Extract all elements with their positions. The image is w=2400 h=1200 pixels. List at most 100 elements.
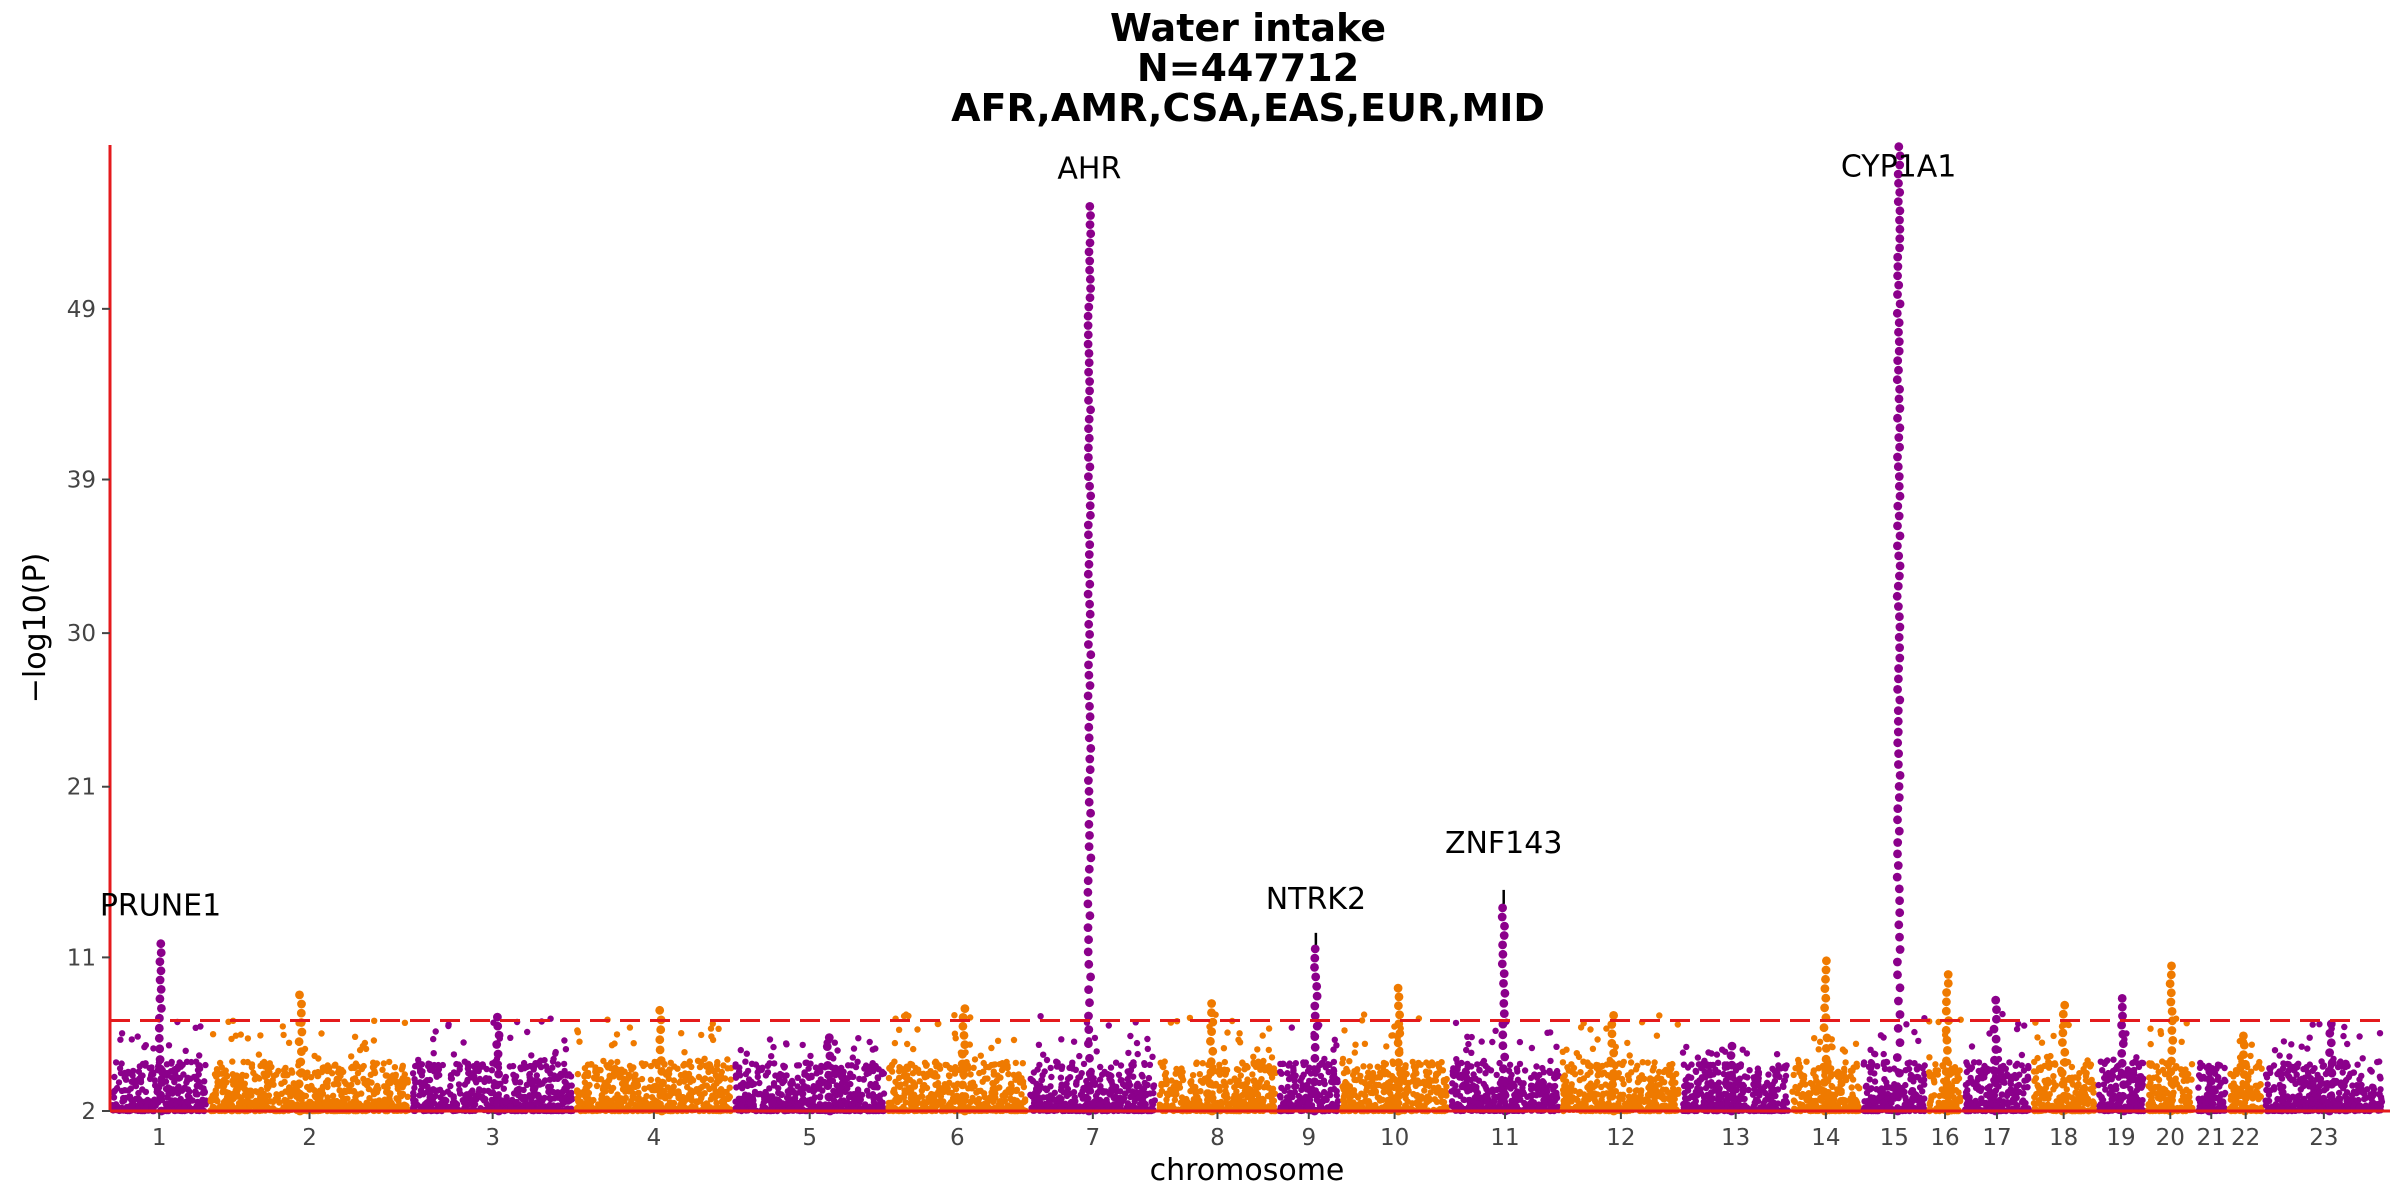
snp-point xyxy=(932,1103,939,1110)
snp-point xyxy=(1425,1076,1433,1083)
snp-point xyxy=(1059,1082,1067,1090)
peak-snp-point xyxy=(155,1044,165,1054)
snp-point xyxy=(223,1079,230,1086)
snp-point xyxy=(1253,1089,1260,1096)
snp-point xyxy=(239,1098,246,1105)
snp-point xyxy=(854,1058,861,1066)
peak-snp-point xyxy=(655,1035,665,1045)
snp-point xyxy=(125,1093,133,1101)
snp-point xyxy=(710,1084,718,1092)
snp-point xyxy=(1096,1087,1103,1094)
snp-point xyxy=(117,1069,125,1077)
snp-point xyxy=(1423,1059,1430,1066)
snp-point xyxy=(1058,1036,1065,1043)
chromosome-6-points xyxy=(885,1004,1029,1116)
snp-point xyxy=(1350,1087,1358,1094)
snp-point xyxy=(584,1061,592,1068)
snp-point xyxy=(475,1089,482,1096)
snp-point xyxy=(289,1086,297,1093)
snp-point xyxy=(561,1078,568,1085)
snp-point xyxy=(201,1089,208,1096)
snp-point xyxy=(735,1068,743,1075)
snp-point xyxy=(1222,1071,1229,1078)
snp-point xyxy=(500,1085,507,1092)
snp-point xyxy=(1435,1084,1442,1091)
snp-point xyxy=(1034,1088,1042,1095)
snp-point xyxy=(561,1037,568,1044)
peak-snp-point xyxy=(1083,330,1093,340)
snp-point xyxy=(1199,1060,1206,1067)
snp-point xyxy=(698,1031,705,1039)
chromosome-1-points xyxy=(109,939,210,1116)
snp-point xyxy=(493,1099,500,1106)
snp-point xyxy=(651,1058,658,1066)
snp-point xyxy=(485,1077,493,1084)
snp-point xyxy=(816,1082,823,1090)
snp-point xyxy=(1135,1094,1142,1102)
snp-point xyxy=(816,1093,824,1100)
snp-point xyxy=(1506,1061,1514,1069)
peak-snp-point xyxy=(1085,293,1095,303)
snp-point xyxy=(724,1056,731,1063)
peak-snp-point xyxy=(1084,395,1093,405)
snp-point xyxy=(344,1095,351,1102)
snp-point xyxy=(209,1031,217,1038)
snp-point xyxy=(128,1036,135,1043)
snp-point xyxy=(1103,1099,1111,1107)
peak-snp-point xyxy=(1086,744,1096,753)
snp-point xyxy=(1001,1090,1009,1097)
peak-snp-point xyxy=(1086,510,1095,520)
x-tick-label-9: 9 xyxy=(1301,1125,1316,1151)
snp-point xyxy=(282,1064,289,1072)
snp-point xyxy=(933,1060,940,1067)
chromosome-7-points xyxy=(1027,202,1159,1116)
peak-snp-point xyxy=(1396,1068,1406,1078)
snp-point xyxy=(1322,1064,1330,1071)
snp-point xyxy=(1082,1095,1090,1103)
snp-point xyxy=(1379,1064,1387,1071)
snp-point xyxy=(1402,1090,1410,1097)
snp-point xyxy=(600,1057,607,1065)
snp-point xyxy=(1463,1077,1471,1084)
snp-point xyxy=(233,1091,241,1098)
snp-point xyxy=(921,1059,929,1067)
snp-point xyxy=(766,1036,774,1043)
snp-point xyxy=(320,1064,327,1071)
snp-point xyxy=(139,1060,147,1068)
snp-point xyxy=(1287,1092,1294,1100)
snp-point xyxy=(600,1101,607,1109)
snp-point xyxy=(524,1028,531,1036)
peak-snp-point xyxy=(1084,640,1093,649)
peak-snp-point xyxy=(1395,1010,1404,1020)
snp-point xyxy=(188,1058,195,1066)
peak-snp-point xyxy=(1084,453,1093,462)
snp-point xyxy=(546,1101,553,1109)
peak-snp-point xyxy=(1083,876,1093,886)
snp-point xyxy=(835,1086,842,1093)
snp-point xyxy=(1091,1034,1099,1042)
peak-snp-point xyxy=(1085,701,1094,711)
snp-point xyxy=(351,1075,359,1082)
peak-snp-point xyxy=(493,1012,502,1022)
peak-snp-point xyxy=(959,1069,968,1079)
snp-point xyxy=(1443,1075,1450,1083)
snp-point xyxy=(990,1068,997,1075)
peak-snp-point xyxy=(1085,1053,1094,1063)
snp-point xyxy=(1352,1041,1359,1048)
snp-point xyxy=(366,1095,373,1102)
snp-point xyxy=(1076,1052,1083,1060)
snp-point xyxy=(831,1039,838,1046)
snp-point xyxy=(439,1061,446,1069)
snp-point xyxy=(1144,1045,1152,1053)
snp-point xyxy=(901,1087,908,1094)
snp-point xyxy=(1513,1065,1521,1072)
peak-snp-point xyxy=(1085,481,1094,491)
snp-point xyxy=(1511,1091,1518,1099)
snp-point xyxy=(1179,1075,1186,1082)
peak-snp-point xyxy=(297,999,306,1009)
snp-point xyxy=(967,1098,974,1106)
snp-point xyxy=(782,1040,790,1047)
snp-point xyxy=(1240,1081,1247,1088)
snp-point xyxy=(1340,1069,1348,1077)
